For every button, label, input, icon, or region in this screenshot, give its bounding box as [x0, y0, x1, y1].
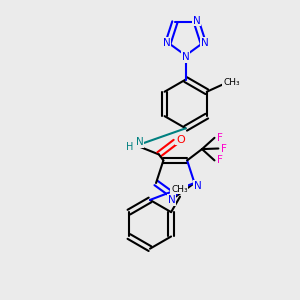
Text: N: N [182, 52, 190, 62]
Text: H: H [126, 142, 134, 152]
Text: N: N [163, 38, 170, 48]
Text: N: N [194, 181, 202, 191]
Text: CH₃: CH₃ [171, 185, 188, 194]
Text: F: F [217, 155, 223, 165]
Text: N: N [193, 16, 200, 26]
Text: O: O [176, 135, 185, 145]
Text: N: N [168, 195, 176, 205]
Text: F: F [217, 133, 223, 143]
Text: CH₃: CH₃ [223, 78, 240, 87]
Text: F: F [221, 143, 226, 154]
Text: N: N [201, 38, 208, 48]
Text: N: N [136, 137, 143, 147]
